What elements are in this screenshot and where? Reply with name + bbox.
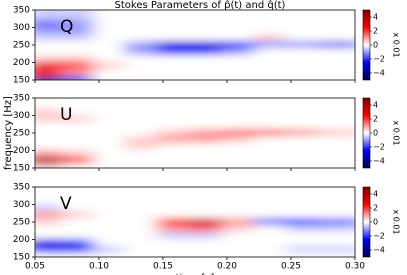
y-tick-label: 250: [13, 129, 30, 139]
cell: [125, 10, 169, 20]
cell: [189, 10, 233, 20]
colorbar-tick-label: 4: [373, 190, 378, 199]
y-tick-label: 200: [13, 58, 30, 68]
colorbar-tick-label: −2: [373, 143, 385, 152]
colorbar-tick-label: −4: [373, 157, 385, 166]
cell: [221, 98, 265, 108]
cell: [157, 98, 201, 108]
y-tick-label: 300: [13, 200, 30, 210]
x-tick-label: 0.30: [345, 262, 365, 272]
x-tick-label: 0.20: [217, 262, 237, 272]
cell: [253, 98, 297, 108]
colorbar-tick-label: −4: [373, 69, 385, 78]
cell: [317, 10, 355, 20]
chart-title: Stokes Parameters of p̂(t) and q̂(t): [115, 0, 286, 11]
colorbar-tick-label: 2: [373, 204, 378, 213]
cell: [285, 10, 329, 20]
colorbar-tick-label: −2: [373, 232, 385, 241]
cell: [221, 10, 265, 20]
colorbar: [362, 97, 371, 169]
y-tick-label: 150: [13, 253, 30, 263]
y-tick-label: 300: [13, 111, 30, 121]
colorbar-tick-label: 2: [373, 27, 378, 36]
colorbar-label: x 0.01: [392, 32, 401, 57]
cells: [35, 10, 355, 80]
cell: [253, 187, 297, 197]
cell: [189, 187, 233, 197]
cell: [253, 10, 297, 20]
cell: [157, 10, 201, 20]
y-tick-label: 150: [13, 164, 30, 174]
colorbar-tick-label: 0: [373, 41, 378, 50]
cell: [125, 187, 169, 197]
cell: [93, 10, 137, 20]
heatmap: [35, 187, 355, 257]
colorbar-tick-label: 4: [373, 101, 378, 110]
colorbar-tick-label: 2: [373, 115, 378, 124]
cell: [285, 187, 329, 197]
y-tick-label: 200: [13, 235, 30, 245]
x-tick-label: 0.15: [153, 262, 173, 272]
cell: [285, 98, 329, 108]
y-tick-label: 150: [13, 76, 30, 86]
y-tick-label: 250: [13, 218, 30, 228]
cell: [35, 187, 73, 197]
panel-label: U: [60, 105, 72, 125]
y-tick-label: 350: [13, 183, 30, 193]
panel-label: Q: [60, 17, 73, 37]
colorbar-tick-label: 0: [373, 218, 378, 227]
heatmap: [35, 98, 355, 168]
y-tick-label: 200: [13, 146, 30, 156]
y-tick-label: 300: [13, 23, 30, 33]
y-tick-label: 250: [13, 41, 30, 51]
colorbar: [362, 186, 371, 258]
cell: [221, 187, 265, 197]
colorbar-label: x 0.01: [392, 209, 401, 234]
cell: [157, 187, 201, 197]
heatmap: [35, 10, 355, 80]
cell: [125, 98, 169, 108]
colorbar-tick-label: 0: [373, 129, 378, 138]
cell: [317, 187, 355, 197]
x-tick-label: 0.05: [25, 262, 45, 272]
cell: [61, 98, 105, 108]
cell: [93, 98, 137, 108]
colorbar-tick-label: −2: [373, 55, 385, 64]
x-axis-label: time [s]: [176, 273, 215, 275]
cells: [35, 187, 355, 257]
y-tick-label: 350: [13, 6, 30, 16]
x-tick-label: 0.10: [89, 262, 109, 272]
cell: [93, 187, 137, 197]
x-tick-label: 0.25: [281, 262, 301, 272]
cell: [35, 98, 73, 108]
colorbar-tick-label: 4: [373, 13, 378, 22]
cell: [61, 187, 105, 197]
panel-label: V: [60, 194, 72, 214]
colorbar-tick-label: −4: [373, 246, 385, 255]
cell: [35, 10, 73, 20]
cell: [317, 98, 355, 108]
colorbar: [362, 9, 371, 81]
cell: [61, 10, 105, 20]
cell: [189, 98, 233, 108]
colorbar-label: x 0.01: [392, 120, 401, 145]
cells: [35, 98, 355, 168]
y-axis-label: frequency [Hz]: [3, 96, 14, 170]
y-tick-label: 350: [13, 94, 30, 104]
